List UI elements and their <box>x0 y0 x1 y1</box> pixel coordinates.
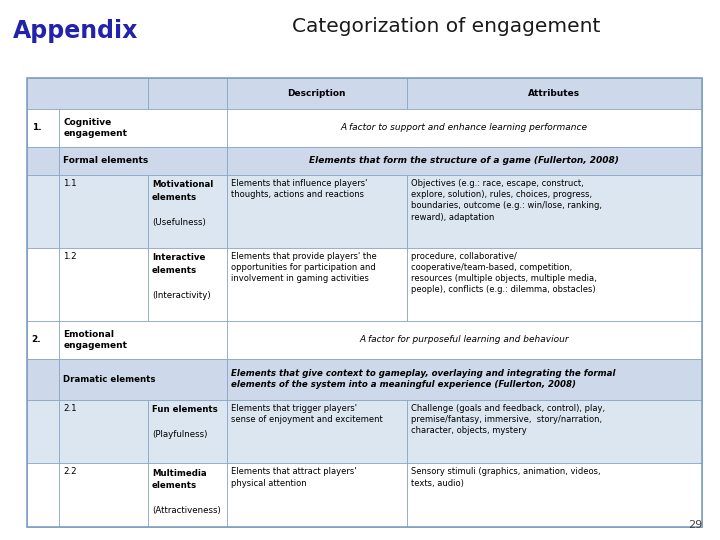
Bar <box>27 359 59 400</box>
Bar <box>407 463 702 526</box>
Text: Multimedia: Multimedia <box>152 469 207 477</box>
Text: Elements that give context to gameplay, overlaying and integrating the formal
el: Elements that give context to gameplay, … <box>231 369 616 389</box>
Bar <box>59 359 227 400</box>
Bar <box>148 463 227 526</box>
Bar <box>148 400 227 463</box>
Text: 2.: 2. <box>32 335 41 344</box>
Text: elements: elements <box>152 193 197 202</box>
Bar <box>227 78 407 109</box>
Text: A factor to support and enhance learning performance: A factor to support and enhance learning… <box>341 124 588 132</box>
Text: elements: elements <box>152 481 197 490</box>
Bar <box>407 400 702 463</box>
Text: 2.1: 2.1 <box>63 404 77 413</box>
Text: Emotional
engagement: Emotional engagement <box>63 329 127 350</box>
Bar <box>227 321 702 359</box>
Bar <box>27 109 59 147</box>
Bar <box>407 175 702 248</box>
Text: Objectives (e.g.: race, escape, construct,
explore, solution), rules, choices, p: Objectives (e.g.: race, escape, construc… <box>411 179 602 221</box>
Bar <box>59 147 227 175</box>
Bar <box>27 78 702 526</box>
Bar <box>148 78 227 109</box>
Bar <box>227 359 702 400</box>
Text: Categorization of engagement: Categorization of engagement <box>292 17 600 36</box>
Text: Challenge (goals and feedback, control), play,
premise/fantasy, immersive,  stor: Challenge (goals and feedback, control),… <box>411 404 606 435</box>
Text: Motivational: Motivational <box>152 180 213 190</box>
Text: (Interactivity): (Interactivity) <box>152 291 210 300</box>
Text: Interactive: Interactive <box>152 253 205 262</box>
Text: 1.2: 1.2 <box>63 252 77 261</box>
Bar <box>227 463 407 526</box>
Bar <box>148 175 227 248</box>
Text: Elements that influence players'
thoughts, actions and reactions: Elements that influence players' thought… <box>231 179 367 199</box>
Bar <box>227 147 702 175</box>
Bar <box>27 175 59 248</box>
Text: Appendix: Appendix <box>13 19 138 43</box>
Text: Description: Description <box>287 89 346 98</box>
Text: Formal elements: Formal elements <box>63 157 148 165</box>
Bar <box>148 248 227 321</box>
Bar <box>227 109 702 147</box>
Bar <box>59 321 227 359</box>
Text: (Playfulness): (Playfulness) <box>152 430 207 439</box>
Text: elements: elements <box>152 266 197 275</box>
Bar <box>27 321 59 359</box>
Bar <box>227 400 407 463</box>
Bar <box>27 463 59 526</box>
Bar <box>27 78 148 109</box>
Bar <box>59 109 227 147</box>
Text: Elements that provide players' the
opportunities for participation and
involveme: Elements that provide players' the oppor… <box>231 252 377 284</box>
Text: Elements that form the structure of a game (Fullerton, 2008): Elements that form the structure of a ga… <box>310 157 619 165</box>
Text: A factor for purposeful learning and behaviour: A factor for purposeful learning and beh… <box>359 335 570 344</box>
Text: (Attractiveness): (Attractiveness) <box>152 506 220 515</box>
Text: Cognitive
engagement: Cognitive engagement <box>63 118 127 138</box>
Text: Fun elements: Fun elements <box>152 405 217 414</box>
Text: 2.2: 2.2 <box>63 468 77 476</box>
Bar <box>59 463 148 526</box>
Text: procedure, collaborative/
cooperative/team-based, competition,
resources (multip: procedure, collaborative/ cooperative/te… <box>411 252 597 294</box>
Bar <box>227 175 407 248</box>
Text: 1.1: 1.1 <box>63 179 77 188</box>
Text: 29: 29 <box>688 520 702 530</box>
Text: (Usefulness): (Usefulness) <box>152 218 206 227</box>
Text: Elements that trigger players'
sense of enjoyment and excitement: Elements that trigger players' sense of … <box>231 404 383 424</box>
Text: Elements that attract players'
physical attention: Elements that attract players' physical … <box>231 468 356 488</box>
Bar <box>27 248 59 321</box>
Bar <box>407 248 702 321</box>
Bar <box>407 78 702 109</box>
Bar <box>227 248 407 321</box>
Bar <box>27 147 59 175</box>
Text: Attributes: Attributes <box>528 89 580 98</box>
Bar <box>59 248 148 321</box>
Bar <box>59 400 148 463</box>
Text: 1.: 1. <box>32 124 41 132</box>
Text: Sensory stimuli (graphics, animation, videos,
texts, audio): Sensory stimuli (graphics, animation, vi… <box>411 468 600 488</box>
Bar <box>27 400 59 463</box>
Text: Dramatic elements: Dramatic elements <box>63 375 156 384</box>
Bar <box>59 175 148 248</box>
